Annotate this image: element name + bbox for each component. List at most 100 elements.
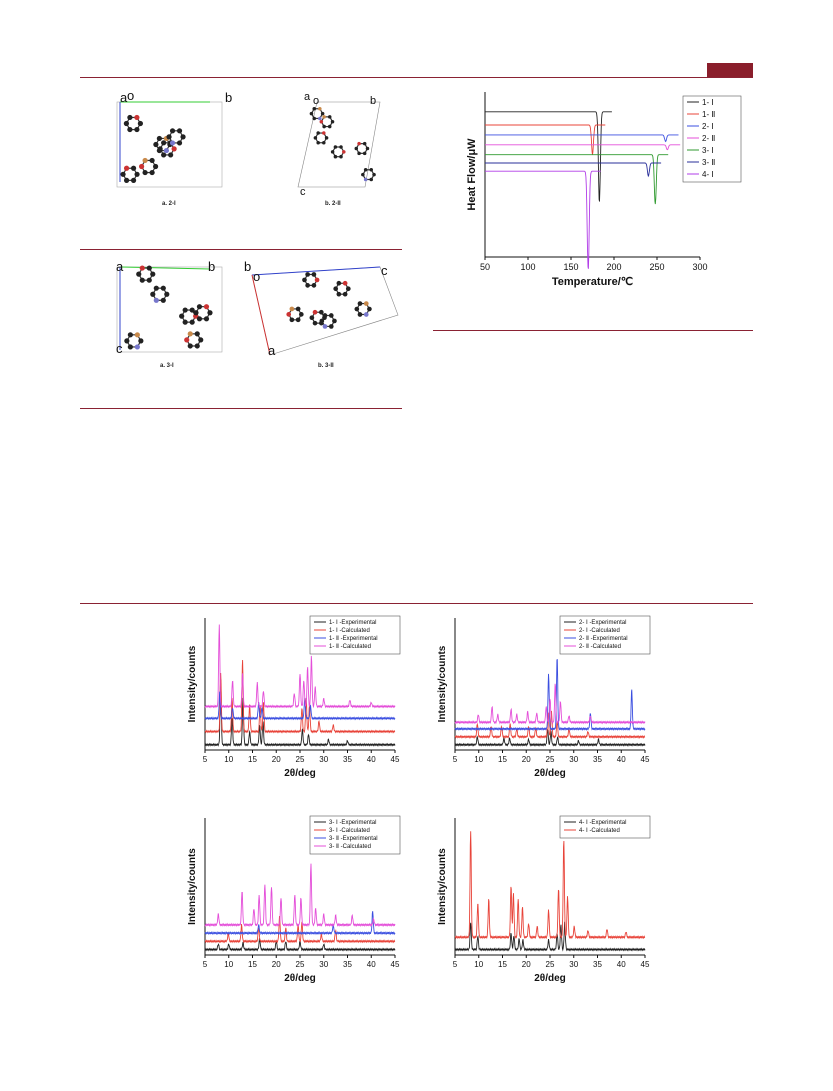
atom [363, 301, 369, 306]
atom [342, 150, 346, 154]
atom [139, 277, 145, 283]
atom [203, 316, 210, 322]
atom [357, 151, 361, 156]
chart-axes: 5 10 15 20 25 30 35 40 45 2θ/deg Intensity/counts [437, 618, 650, 779]
x-tick-label: 40 [617, 960, 626, 969]
legend-entry: 1- Ⅱ [702, 110, 715, 119]
atom [354, 146, 359, 151]
x-axis-label: 2θ/deg [534, 973, 566, 984]
atom [189, 307, 195, 313]
legend-entry: 1- Ⅱ -Calculated [329, 644, 371, 650]
x-tick-label: 25 [546, 755, 555, 764]
series-line-1 [454, 729, 646, 747]
packing-2-a-axis-a: a [120, 90, 128, 105]
legend-entry: 3- Ⅰ -Experimental [329, 820, 376, 826]
legend-entry: 3- Ⅰ [702, 146, 714, 155]
atom [362, 151, 367, 156]
atom [336, 291, 342, 297]
atom [146, 277, 152, 283]
atom [322, 131, 326, 135]
atom [312, 309, 318, 315]
atom [153, 141, 159, 148]
atom [318, 116, 322, 121]
rule-under-packing-2 [80, 249, 402, 250]
atom [318, 309, 324, 315]
legend-entry: 1- Ⅱ -Experimental [329, 636, 378, 642]
series-line-3 [204, 691, 396, 721]
packing-2-a-axis-o: o [127, 88, 134, 103]
atom [189, 319, 195, 325]
atom [322, 313, 328, 318]
atom [316, 131, 320, 135]
x-axis-label: 2θ/deg [534, 768, 566, 779]
atom [187, 343, 193, 349]
atom [322, 140, 326, 145]
x-axis-label: 2θ/deg [284, 768, 316, 779]
legend-entry: 3- Ⅱ -Calculated [329, 844, 371, 850]
series-line-2 [204, 659, 396, 734]
legend-entry: 1- Ⅰ [702, 98, 714, 107]
series-line-4 [204, 624, 396, 709]
chart-legend: 4- Ⅰ -Experimental 4- Ⅰ -Calculated [559, 815, 651, 839]
x-tick-label: 100 [520, 262, 535, 272]
legend-entry: 3- Ⅱ -Experimental [329, 836, 378, 842]
legend-entry: 4- Ⅰ [702, 170, 714, 179]
series-line-1 [485, 111, 612, 202]
chart-axes: 5 10 15 20 25 30 35 40 45 2θ/deg Intensity/counts [187, 618, 400, 779]
atom [187, 331, 193, 337]
x-tick-label: 5 [203, 755, 208, 764]
chart-axes: 5 10 15 20 25 30 35 40 45 2θ/deg Intensity/counts [187, 818, 400, 984]
atom [127, 344, 133, 350]
atom [127, 332, 133, 338]
atom [328, 313, 334, 318]
dsc-chart: 50 100 150 200 250 300 Temperature/℃ Heat Flow/… [466, 92, 742, 288]
packing-3-a-axis-a: a [116, 259, 124, 274]
chart-legend: 1- Ⅰ -Experimental 1- Ⅰ -Calculated 1- Ⅱ -… [309, 615, 401, 655]
pxrd-chart-4: 5 10 15 20 25 30 35 40 45 2θ/deg Intensity/counts 4… [437, 815, 651, 984]
atom [161, 140, 167, 146]
atom [171, 146, 177, 152]
packing-3-b-cell [251, 266, 399, 356]
atom [322, 324, 328, 329]
atom [330, 150, 335, 154]
chart-axes: 5 10 15 20 25 30 35 40 45 2θ/deg Intensity/counts [437, 818, 650, 984]
atom [153, 285, 159, 291]
molecule-drawing [286, 272, 372, 329]
atom [333, 145, 338, 149]
atom [130, 165, 137, 171]
x-tick-label: 10 [474, 960, 483, 969]
molecule-drawing [124, 265, 213, 350]
atom [160, 285, 166, 291]
atom [150, 271, 156, 277]
chart-legend: 2- Ⅰ -Experimental 2- Ⅰ -Calculated 2- Ⅱ -… [559, 615, 651, 655]
x-tick-label: 15 [498, 960, 507, 969]
legend-entry: 3- Ⅱ [702, 158, 715, 167]
series-line-4 [485, 144, 681, 151]
packing-3-b-caption: b. 3-II [318, 363, 334, 369]
legend-box [559, 815, 651, 839]
atom [314, 277, 320, 283]
atom [339, 154, 343, 159]
x-tick-label: 20 [522, 960, 531, 969]
x-tick-label: 20 [272, 960, 281, 969]
legend-box [682, 95, 742, 183]
atom [305, 283, 310, 288]
packing-figure-3: a b c a. 3-I b o c a b. 3-II [116, 259, 399, 369]
series-line-1 [454, 921, 646, 952]
packing-3-b-axis-a: a [268, 343, 276, 358]
atom [176, 140, 183, 146]
chart-legend: 3- Ⅰ -Experimental 3- Ⅰ -Calculated 3- Ⅱ -… [309, 815, 401, 855]
atom [134, 126, 140, 133]
atom [152, 163, 159, 170]
packing-2-b-caption: b. 2-II [325, 201, 341, 207]
atom [319, 119, 324, 124]
rule-under-dsc [433, 330, 753, 331]
atom [153, 297, 159, 303]
atom [369, 168, 374, 172]
atom [286, 312, 292, 317]
atom [137, 120, 143, 127]
atom [363, 168, 368, 172]
chart-axes: 50 100 150 200 250 300 Temperature/℃ Heat Flow/… [466, 92, 708, 288]
atom [142, 157, 148, 164]
series-line-7 [485, 170, 601, 269]
